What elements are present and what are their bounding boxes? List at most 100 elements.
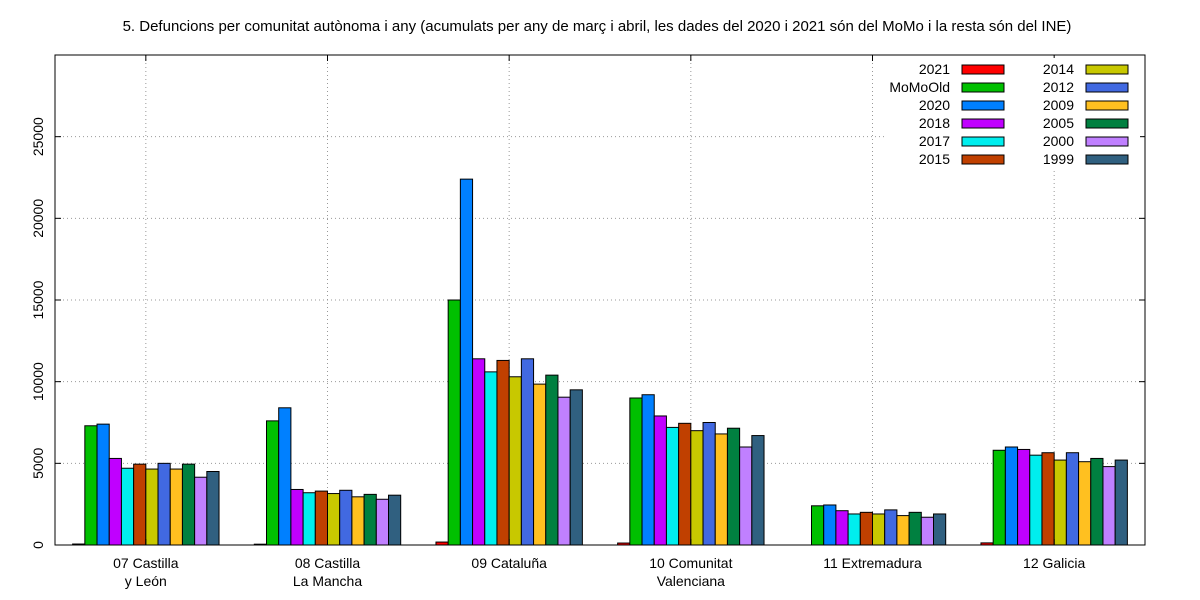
- y-tick-label: 15000: [30, 280, 46, 319]
- bar: [751, 435, 765, 546]
- bar: [484, 371, 498, 546]
- bar: [872, 513, 886, 546]
- bar: [641, 394, 655, 546]
- bar: [145, 468, 159, 546]
- bar: [375, 498, 389, 546]
- bar: [653, 415, 667, 546]
- x-tick-label: La Mancha: [293, 573, 362, 589]
- bar: [908, 511, 922, 546]
- bar: [363, 493, 377, 546]
- legend-label: MoMoOld: [889, 79, 950, 95]
- bar: [569, 389, 583, 546]
- x-tick-label: 12 Galicia: [1023, 555, 1085, 571]
- bar: [1041, 452, 1055, 546]
- y-tick-label: 20000: [30, 199, 46, 238]
- legend-label: 2005: [1043, 115, 1074, 131]
- bar: [739, 446, 753, 546]
- legend-label: 2018: [919, 115, 950, 131]
- bar: [702, 422, 716, 546]
- legend-label: 2020: [919, 97, 950, 113]
- x-tick-label: 08 Castilla: [295, 555, 361, 571]
- bar: [992, 449, 1006, 546]
- legend-label: 2017: [919, 133, 950, 149]
- bar: [96, 423, 110, 546]
- bars: [72, 178, 1128, 546]
- legend-label: 2000: [1043, 133, 1074, 149]
- bar: [169, 468, 183, 546]
- bar: [1102, 466, 1116, 546]
- bar: [84, 425, 98, 546]
- bar: [459, 178, 474, 546]
- bar: [629, 397, 643, 546]
- bar: [388, 494, 402, 546]
- legend-swatch: [961, 100, 1005, 111]
- bar: [847, 513, 861, 546]
- bar: [351, 496, 365, 546]
- bar: [690, 430, 704, 546]
- legend-swatch: [1085, 64, 1129, 75]
- legend-background: [885, 58, 1140, 170]
- bar: [1004, 446, 1019, 546]
- bar: [1090, 457, 1104, 546]
- bar: [266, 420, 280, 546]
- legend-label: 2021: [919, 61, 950, 77]
- bar: [520, 358, 535, 546]
- bar: [508, 376, 522, 546]
- legend-label: 1999: [1043, 151, 1074, 167]
- y-tick-label: 0: [30, 541, 46, 549]
- legend-swatch: [961, 82, 1005, 93]
- bar: [884, 509, 898, 546]
- bar: [472, 358, 486, 546]
- legend: 2021 MoMoOld 2020 2018 2017 2015 2014 2012 2009 2…: [885, 58, 1140, 170]
- legend-label: 2015: [919, 151, 950, 167]
- axes: 0 5000 10000 15000 20000 25000 07 Castilla y Le…: [30, 54, 1146, 589]
- legend-label: 2014: [1043, 61, 1074, 77]
- bar: [194, 476, 208, 546]
- x-tick-label: 07 Castilla: [113, 555, 179, 571]
- x-tick-label: 10 Comunitat: [649, 555, 732, 571]
- legend-swatch: [961, 64, 1005, 75]
- bar: [835, 510, 849, 546]
- legend-label: 2012: [1043, 79, 1074, 95]
- legend-swatch: [961, 154, 1005, 165]
- bar: [1114, 459, 1128, 546]
- legend-swatch: [961, 136, 1005, 147]
- bar: [447, 299, 461, 546]
- y-tick-label: 5000: [30, 448, 46, 479]
- y-tick-label: 25000: [30, 117, 46, 156]
- bar: [726, 427, 741, 546]
- bar: [811, 505, 825, 546]
- bar: [302, 492, 316, 546]
- bar: [181, 463, 196, 546]
- bar: [1065, 452, 1080, 546]
- bar: [920, 516, 934, 546]
- bar: [157, 462, 171, 546]
- bar: [314, 490, 328, 546]
- bar: [327, 493, 341, 546]
- bar: [665, 426, 680, 546]
- bar: [859, 511, 873, 546]
- bar: [1029, 454, 1043, 546]
- bar: [896, 515, 910, 546]
- bar: [339, 489, 353, 546]
- legend-swatch: [1085, 154, 1129, 165]
- chart-title: 5. Defuncions per comunitat autònoma i a…: [123, 18, 1072, 35]
- x-tick-label: Valenciana: [657, 573, 725, 589]
- plot-border: [54, 54, 1146, 546]
- bar: [823, 504, 837, 546]
- bar: [120, 467, 135, 546]
- y-tick-label: 10000: [30, 362, 46, 401]
- legend-label: 2009: [1043, 97, 1074, 113]
- grid: [55, 55, 1145, 545]
- bar: [278, 407, 292, 546]
- x-tick-label: 09 Cataluña: [471, 555, 547, 571]
- legend-swatch: [1085, 136, 1129, 147]
- bar: [545, 374, 559, 546]
- legend-swatch: [1085, 82, 1129, 93]
- bar: [108, 457, 122, 546]
- x-tick-label: 11 Extremadura: [823, 555, 922, 571]
- bar: [206, 471, 220, 546]
- bar: [678, 422, 692, 546]
- bar: [557, 396, 571, 546]
